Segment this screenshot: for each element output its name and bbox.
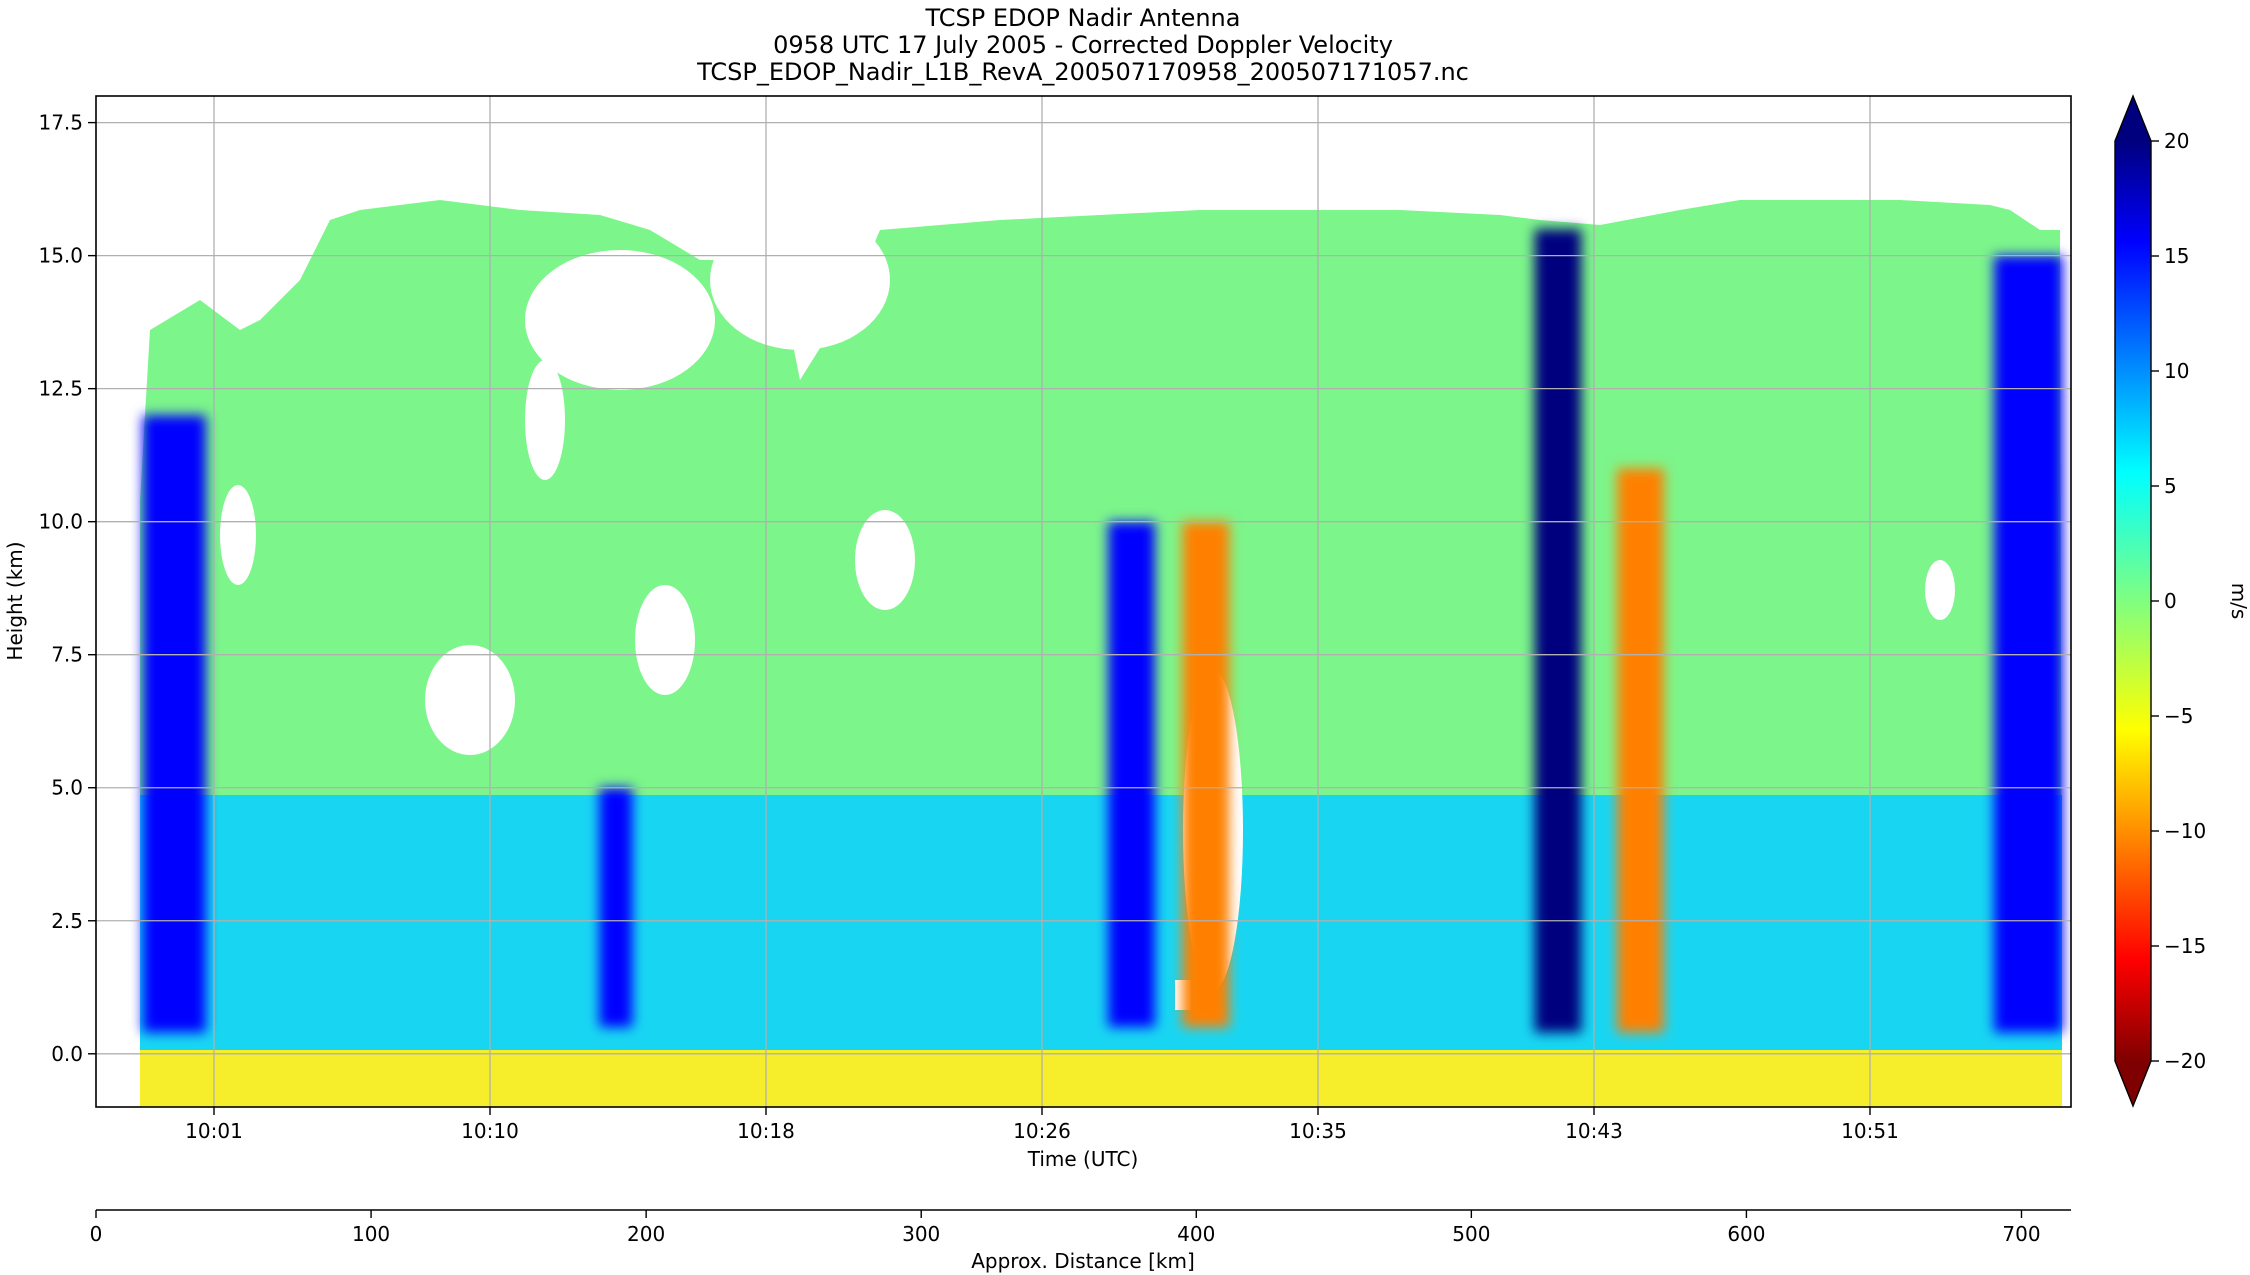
y-tick-label: 5.0 <box>51 776 83 800</box>
feature-downdraft-3 <box>1182 521 1230 1028</box>
chart-title-line-3: TCSP_EDOP_Nadir_L1B_RevA_200507170958_20… <box>696 58 1469 86</box>
chart-title-line-1: TCSP EDOP Nadir Antenna <box>925 4 1241 32</box>
distance-tick-label: 100 <box>352 1222 390 1246</box>
x-tick-label: 10:43 <box>1565 1119 1623 1143</box>
colorbar-tick-label: 0 <box>2164 589 2177 613</box>
y-axis-ticks: 0.0 2.5 5.0 7.5 10.0 12.5 15.0 17.5 <box>38 111 96 1066</box>
distance-tick-label: 500 <box>1452 1222 1490 1246</box>
surface-band <box>140 1050 2062 1107</box>
y-tick-label: 2.5 <box>51 909 83 933</box>
distance-tick-label: 700 <box>2002 1222 2040 1246</box>
colorbar-tick-label: −20 <box>2164 1049 2206 1073</box>
x-tick-label: 10:51 <box>1841 1119 1899 1143</box>
feature-updraft-0 <box>142 415 207 1033</box>
distance-tick-label: 200 <box>627 1222 665 1246</box>
grid-lines <box>96 96 2071 1107</box>
colorbar-tick-label: −15 <box>2164 934 2206 958</box>
colorbar-ticks: −20 −15 −10 −5 0 5 10 15 20 <box>2151 129 2206 1073</box>
distance-axis-label: Approx. Distance [km] <box>971 1249 1195 1273</box>
colorbar-tick-label: −10 <box>2164 819 2206 843</box>
x-tick-label: 10:18 <box>737 1119 795 1143</box>
feature-updraft-6 <box>1993 255 2063 1033</box>
x-axis-label: Time (UTC) <box>1027 1147 1139 1171</box>
x-tick-label: 10:01 <box>185 1119 243 1143</box>
distance-tick-label: 600 <box>1727 1222 1765 1246</box>
distance-tick-label: 400 <box>1177 1222 1215 1246</box>
x-tick-label: 10:26 <box>1013 1119 1071 1143</box>
colorbar-label: m/s <box>2227 583 2250 620</box>
x-tick-label: 10:35 <box>1289 1119 1347 1143</box>
y-tick-label: 12.5 <box>38 377 83 401</box>
distance-axis-ticks: 0 100 200 300 400 500 600 700 <box>90 1210 2041 1246</box>
colorbar-top-extend <box>2115 96 2151 141</box>
y-tick-label: 15.0 <box>38 244 83 268</box>
feature-updraft-2 <box>1108 521 1156 1028</box>
colorbar-tick-label: 10 <box>2164 359 2189 383</box>
plot-frame <box>95 95 2072 1108</box>
y-tick-label: 0.0 <box>51 1042 83 1066</box>
feature-downdraft-5 <box>1617 468 1664 1033</box>
colorbar-tick-label: 5 <box>2164 474 2177 498</box>
chart-title-line-2: 0958 UTC 17 July 2005 - Corrected Dopple… <box>773 31 1393 59</box>
y-tick-label: 7.5 <box>51 643 83 667</box>
distance-tick-label: 300 <box>902 1222 940 1246</box>
colorbar-tick-label: −5 <box>2164 704 2193 728</box>
colorbar: −20 −15 −10 −5 0 5 10 15 20 m/s <box>2114 94 2250 1108</box>
y-axis-label: Height (km) <box>3 541 27 660</box>
colorbar-bottom-extend <box>2115 1061 2151 1106</box>
convective-features <box>142 229 2063 1033</box>
feature-updraft-4 <box>1534 229 1582 1033</box>
x-tick-label: 10:10 <box>461 1119 519 1143</box>
y-tick-label: 17.5 <box>38 111 83 135</box>
distance-tick-label: 0 <box>90 1222 103 1246</box>
x-axis-ticks: 10:01 10:10 10:18 10:26 10:35 10:43 10:51 <box>185 1107 1899 1143</box>
lower-layer-band <box>140 795 2062 1051</box>
y-tick-label: 10.0 <box>38 510 83 534</box>
colorbar-tick-label: 20 <box>2164 129 2189 153</box>
feature-updraft-1 <box>599 787 633 1028</box>
velocity-heatmap <box>96 96 2071 1107</box>
colorbar-body <box>2115 141 2151 1061</box>
colorbar-tick-label: 15 <box>2164 244 2189 268</box>
